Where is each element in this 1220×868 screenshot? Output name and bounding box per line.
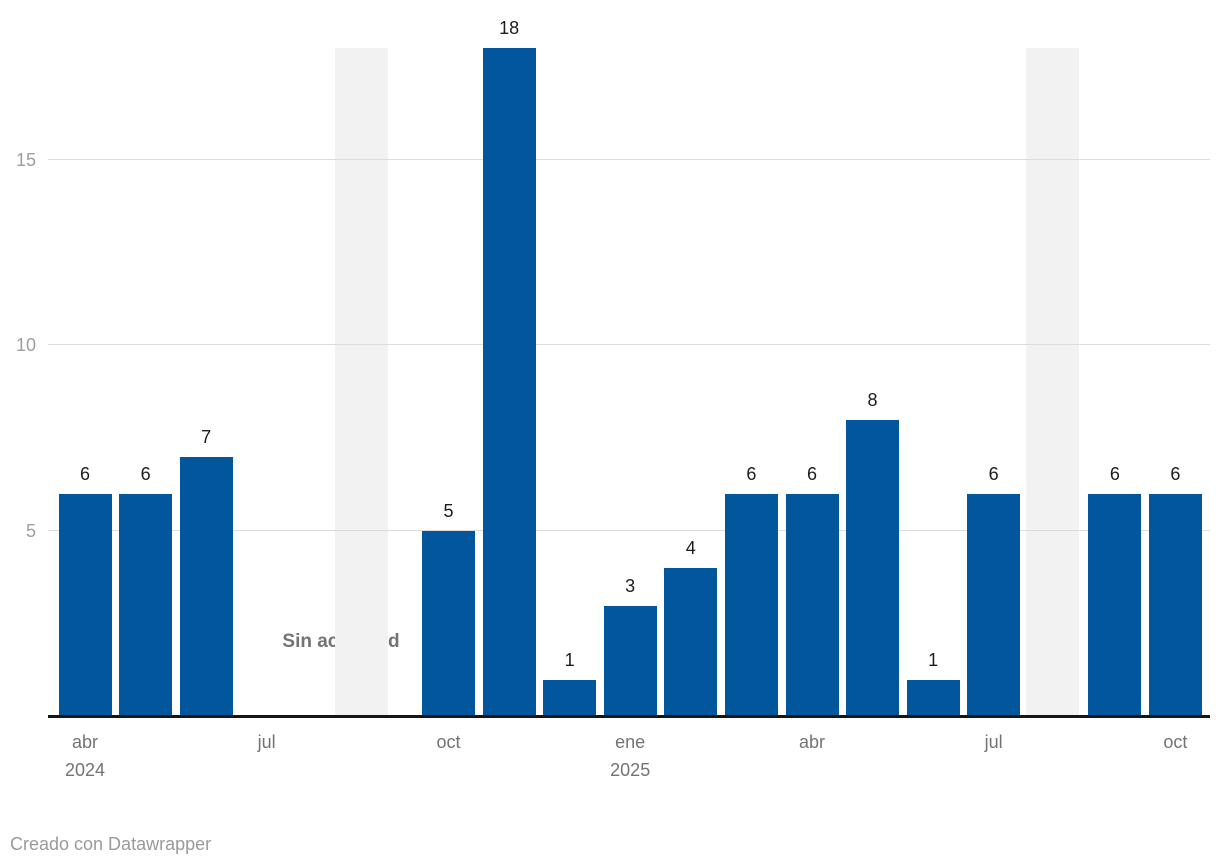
x-tick-month-label: ene	[615, 732, 646, 752]
bar-jun-2024[interactable]	[179, 456, 233, 717]
x-tick-jul: jul	[934, 729, 1054, 755]
bar-nov-2024[interactable]	[482, 48, 536, 717]
value-label-ene-2025: 3	[625, 575, 636, 596]
x-tick-month-label: jul	[257, 732, 276, 752]
bar-dic-2024[interactable]	[543, 679, 597, 717]
y-tick-label-10: 10	[15, 335, 36, 356]
bar-abr-2025[interactable]	[785, 494, 839, 717]
x-tick-oct: oct	[1115, 729, 1220, 755]
attribution-text: Creado con Datawrapper	[10, 834, 212, 854]
value-label-sep-2025: 6	[1109, 464, 1120, 484]
value-label-nov-2024: 18	[499, 18, 520, 38]
x-tick-year-label: 2025	[610, 760, 651, 780]
bar-may-2025[interactable]	[846, 419, 899, 717]
bar-jul-2025[interactable]	[967, 494, 1021, 717]
gridline-15	[48, 158, 1210, 160]
x-tick-ene-2025: ene 2025	[570, 729, 690, 783]
x-tick-year-label: 2024	[64, 760, 106, 780]
bar-oct-2024[interactable]	[422, 531, 475, 717]
y-axis: 5 10 15	[0, 48, 36, 717]
highlight-band-2	[1025, 48, 1080, 717]
value-label-may-2025: 8	[867, 389, 878, 410]
value-label-abr-2024: 6	[79, 464, 90, 484]
bar-oct-2025[interactable]	[1148, 494, 1202, 717]
bar-sep-2025[interactable]	[1088, 494, 1142, 717]
x-tick-month-label: oct	[436, 732, 461, 752]
x-tick-oct: oct	[389, 729, 509, 755]
gridline-10	[48, 344, 1210, 346]
value-label-mar-2025: 6	[746, 464, 757, 484]
gridline-5	[48, 530, 1210, 532]
value-label-jun-2024: 7	[201, 426, 212, 447]
value-label-abr-2025: 6	[806, 464, 817, 484]
bar-jun-2025[interactable]	[906, 679, 960, 717]
y-tick-label-5: 5	[25, 521, 36, 542]
value-label-may-2024: 6	[140, 464, 151, 484]
x-tick-abr-2024: abr 2024	[25, 729, 145, 783]
value-label-jul-2025: 6	[988, 464, 999, 484]
value-label-dic-2024: 1	[564, 649, 575, 670]
bar-may-2024[interactable]	[119, 494, 173, 717]
x-axis-line	[48, 715, 1210, 718]
value-label-feb-2025: 4	[685, 538, 696, 559]
bar-abr-2024[interactable]	[58, 494, 112, 717]
bar-feb-2025[interactable]	[664, 568, 718, 717]
y-tick-label-15: 15	[15, 149, 36, 170]
x-axis: abr 2024 jul oct ene 2025 abr jul oct	[0, 729, 1220, 799]
highlight-band-1	[334, 48, 389, 717]
x-tick-month-label: oct	[1163, 732, 1188, 752]
x-tick-jul: jul	[207, 729, 327, 755]
value-label-jun-2025: 1	[928, 649, 939, 670]
bar-ene-2025[interactable]	[603, 605, 657, 717]
x-tick-month-label: abr	[798, 732, 825, 752]
x-tick-month-label: abr	[71, 732, 98, 752]
value-label-oct-2025: 6	[1170, 464, 1181, 484]
bar-mar-2025[interactable]	[724, 494, 778, 717]
x-tick-abr: abr	[752, 729, 872, 755]
x-tick-month-label: jul	[984, 732, 1003, 752]
value-label-oct-2024: 5	[443, 501, 454, 522]
